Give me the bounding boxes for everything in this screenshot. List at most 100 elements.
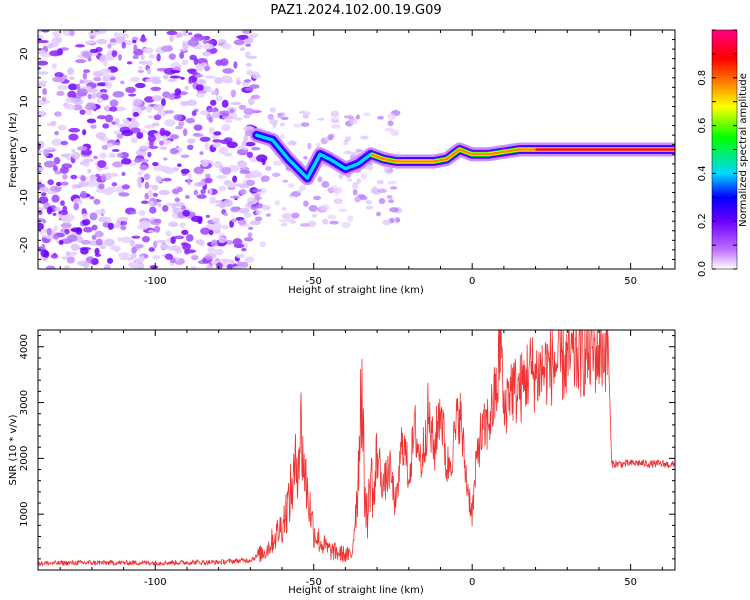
noise-blob [239, 188, 247, 195]
noise-blob [60, 153, 70, 158]
noise-blob [207, 108, 219, 113]
noise-blob [149, 265, 159, 269]
ridge-peak [370, 148, 675, 163]
noise-blob [206, 264, 213, 269]
noise-blob [52, 76, 64, 83]
noise-blob [86, 179, 97, 188]
noise-blob [165, 230, 172, 237]
x-tick-label: 0 [469, 276, 475, 287]
noise-blob [239, 170, 251, 174]
noise-blob [79, 109, 86, 115]
noise-blob [224, 118, 233, 124]
noise-blob [153, 240, 158, 249]
noise-blob [338, 208, 348, 213]
noise-blob [180, 76, 185, 80]
noise-blob [106, 257, 114, 264]
noise-blob [376, 179, 384, 185]
noise-blob [246, 151, 254, 158]
noise-blob [52, 233, 59, 240]
noise-blob [104, 114, 114, 123]
noise-blob [96, 38, 108, 45]
y-tick-label: 20 [19, 48, 30, 61]
noise-blob [95, 238, 103, 246]
noise-blob [99, 244, 107, 250]
noise-blob [206, 40, 215, 44]
noise-blob [51, 36, 63, 45]
noise-blob [190, 255, 199, 261]
noise-blob [102, 123, 110, 129]
noise-blob [62, 205, 68, 213]
noise-blob [66, 256, 75, 264]
noise-blob [218, 236, 227, 244]
noise-blob [147, 189, 153, 198]
noise-blob [163, 67, 176, 75]
noise-blob [120, 158, 132, 165]
noise-blob [114, 248, 120, 253]
noise-blob [41, 96, 47, 102]
noise-blob [221, 225, 230, 230]
noise-blob [388, 207, 399, 213]
noise-blob [76, 88, 88, 97]
noise-blob [38, 222, 45, 231]
noise-blob [82, 158, 94, 163]
noise-blob [193, 189, 199, 196]
noise-blob [99, 152, 107, 159]
noise-blob [60, 200, 65, 206]
noise-blob [176, 32, 184, 38]
noise-blob [38, 167, 45, 172]
noise-blob [315, 142, 321, 149]
noise-blob [117, 217, 129, 221]
noise-blob [251, 73, 262, 79]
noise-blob [329, 220, 339, 225]
noise-blob [181, 59, 189, 66]
noise-blob [128, 93, 136, 97]
noise-blob [164, 253, 174, 260]
noise-blob [115, 106, 127, 112]
noise-blob [223, 212, 229, 217]
noise-blob [111, 148, 120, 153]
noise-blob [308, 205, 318, 212]
noise-blob [234, 117, 243, 121]
noise-blob [56, 90, 65, 96]
spectrogram-frame [37, 29, 676, 270]
noise-blob [268, 119, 279, 125]
noise-blob [133, 44, 138, 52]
noise-blob [47, 43, 54, 49]
noise-blob [302, 114, 308, 119]
noise-blob [244, 51, 251, 59]
noise-blob [259, 241, 266, 248]
noise-blob [130, 127, 141, 134]
noise-blob [218, 39, 227, 44]
noise-blob [38, 209, 43, 216]
noise-blob [157, 203, 162, 208]
noise-blob [86, 88, 99, 94]
noise-blob [244, 87, 254, 92]
noise-blob [170, 236, 176, 244]
noise-blob [78, 181, 89, 188]
noise-blob [192, 133, 204, 138]
x-tick-label: 50 [624, 577, 637, 588]
noise-blob [55, 181, 62, 187]
noise-blob [134, 261, 139, 268]
noise-blob [349, 118, 358, 125]
noise-blob [204, 177, 213, 184]
noise-blob [39, 186, 50, 193]
noise-blob [132, 39, 137, 44]
noise-blob [182, 209, 190, 217]
noise-blob [68, 76, 75, 81]
noise-blob [261, 158, 266, 166]
noise-blob [130, 253, 137, 259]
noise-blob [93, 76, 102, 82]
noise-blob [138, 145, 150, 151]
noise-blob [68, 133, 79, 141]
noise-blob [243, 237, 254, 242]
noise-blob [347, 178, 353, 182]
noise-blob [163, 167, 175, 175]
noise-blob [347, 215, 354, 222]
noise-blob [277, 112, 286, 117]
noise-blob [327, 133, 334, 141]
noise-blob [254, 196, 263, 201]
noise-blob [100, 173, 107, 182]
noise-blob [129, 211, 137, 215]
noise-blob [87, 57, 92, 62]
